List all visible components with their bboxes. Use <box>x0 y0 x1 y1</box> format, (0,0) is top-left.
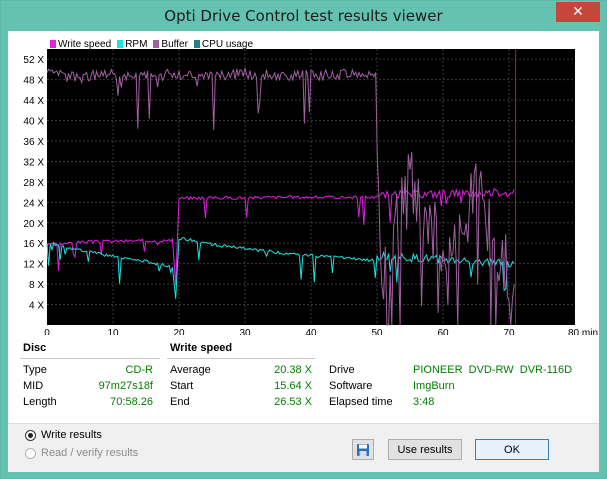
y-tick-label: 48 X <box>23 76 44 87</box>
disc-mid-label: MID <box>23 380 44 392</box>
x-tick-label: 60 <box>437 328 449 335</box>
chart-panel: Write speed RPM Buffer CPU usage 4 X 8 X 1… <box>8 31 599 336</box>
x-tick-label: 80 min <box>568 328 598 335</box>
write-results-label[interactable]: Write results <box>41 429 102 441</box>
y-tick-label: 52 X <box>23 55 44 66</box>
x-tick-label: 50 <box>371 328 383 335</box>
legend-item-write-speed: Write speed <box>50 38 111 50</box>
close-button[interactable]: ✕ <box>556 2 600 22</box>
x-tick-label: 70 <box>503 328 515 335</box>
write-speed-divider <box>167 358 315 359</box>
start-value: 15.64 X <box>274 380 312 392</box>
disc-heading: Disc <box>23 342 47 354</box>
disc-length-value: 70:58.26 <box>110 396 153 408</box>
y-tick-label: 44 X <box>23 96 44 107</box>
disc-type-value: CD-R <box>125 364 154 376</box>
x-tick-label: 10 <box>107 328 119 335</box>
legend-label-cpu-usage: CPU usage <box>201 38 254 50</box>
series-line-buffer <box>46 67 515 326</box>
disc-type-label: Type <box>23 364 47 376</box>
end-label: End <box>170 396 190 408</box>
average-value: 20.38 X <box>274 364 312 376</box>
y-tick-label: 28 X <box>23 178 44 189</box>
legend-label-write-speed: Write speed <box>58 38 112 50</box>
read-verify-results-radio: Read / verify results <box>25 447 138 459</box>
drive-value: PIONEER DVD-RW DVR-116D <box>413 364 573 376</box>
disc-divider <box>20 358 160 359</box>
bottom-bar: Write results Read / verify results Use … <box>8 423 599 472</box>
save-button[interactable] <box>352 439 374 460</box>
axis-layer: 4 X 8 X 12 X 16 X 20 X 24 X 28 X 32 X 36 X 40 X 44… <box>23 55 598 335</box>
y-tick-label: 40 X <box>23 117 44 128</box>
y-tick-label: 8 X <box>29 280 44 291</box>
y-tick-label: 24 X <box>23 198 44 209</box>
legend-item-rpm: RPM <box>117 38 147 50</box>
legend-swatch-cpu-usage <box>193 40 200 48</box>
y-tick-label: 32 X <box>23 157 44 168</box>
x-tick-label: 0 <box>44 328 50 335</box>
radio-checked-icon[interactable] <box>25 429 36 441</box>
series-layer <box>46 49 517 326</box>
chart-legend: Write speed RPM Buffer CPU usage <box>50 38 253 50</box>
write-speed-heading: Write speed <box>170 342 233 354</box>
series-line-write-speed <box>46 187 515 286</box>
disc-mid-value: 97m27s18f <box>98 380 153 392</box>
client-area: Write speed RPM Buffer CPU usage 4 X 8 X 1… <box>8 31 599 472</box>
y-tick-label: 36 X <box>23 137 44 148</box>
window-title: Opti Drive Control test results viewer <box>164 7 443 25</box>
start-label: Start <box>170 380 194 392</box>
legend-item-cpu-usage: CPU usage <box>193 38 254 50</box>
y-tick-label: 4 X <box>29 301 44 312</box>
end-value: 26.53 X <box>274 396 312 408</box>
software-value: ImgBurn <box>413 380 455 392</box>
y-tick-label: 12 X <box>23 260 44 271</box>
grid-layer <box>47 49 575 325</box>
legend-swatch-rpm <box>117 40 124 48</box>
software-label: Software <box>329 380 373 392</box>
title-bar[interactable]: Opti Drive Control test results viewer ✕ <box>1 1 606 31</box>
legend-swatch-write-speed <box>50 40 56 48</box>
legend-label-buffer: Buffer <box>161 38 188 50</box>
x-tick-label: 30 <box>239 328 251 335</box>
x-tick-label: 20 <box>173 328 185 335</box>
read-verify-results-label: Read / verify results <box>41 447 139 459</box>
drive-label: Drive <box>329 364 355 376</box>
average-label: Average <box>170 364 211 376</box>
floppy-disk-icon <box>357 444 369 456</box>
elapsed-time-label: Elapsed time <box>329 396 393 408</box>
elapsed-time-value: 3:48 <box>413 396 435 408</box>
y-tick-label: 20 X <box>23 219 44 230</box>
ok-button[interactable]: OK <box>475 439 549 460</box>
write-results-radio[interactable]: Write results <box>25 429 102 441</box>
x-tick-label: 40 <box>305 328 317 335</box>
disc-length-label: Length <box>23 396 57 408</box>
legend-label-rpm: RPM <box>125 38 148 50</box>
legend-swatch-buffer <box>153 40 160 48</box>
legend-item-buffer: Buffer <box>153 38 188 50</box>
speed-chart: 4 X 8 X 12 X 16 X 20 X 24 X 28 X 32 X 36 X 40 X 44… <box>23 49 598 335</box>
radio-unchecked-icon <box>25 447 36 459</box>
use-results-button[interactable]: Use results <box>388 439 462 460</box>
y-tick-label: 16 X <box>23 239 44 250</box>
series-line-rpm <box>46 237 515 299</box>
